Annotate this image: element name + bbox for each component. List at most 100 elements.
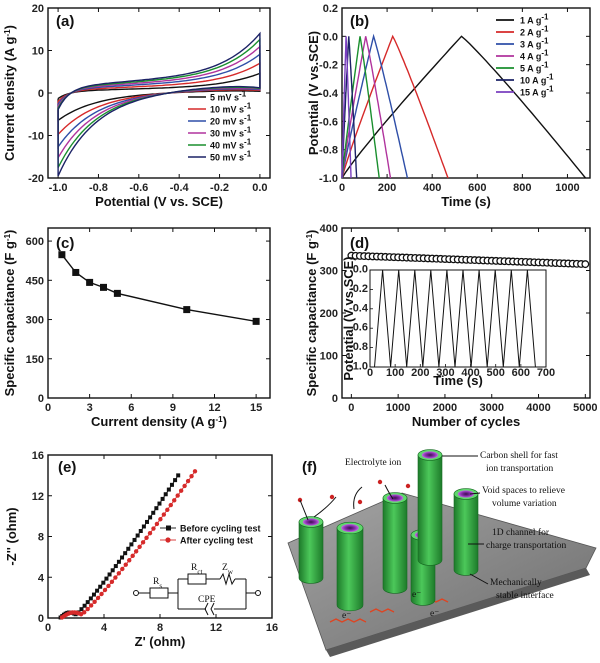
d-inset-frame [369, 269, 547, 368]
c-data-point [86, 278, 94, 286]
e-series-0-point [95, 588, 100, 593]
f-electrolyte-ion [357, 499, 363, 505]
e-series-0-point [129, 542, 134, 547]
c-xtick-label: 0 [45, 402, 51, 414]
c-xtick-label: 12 [208, 402, 220, 414]
b-xtick-label: 400 [423, 182, 441, 194]
e-series-1-point [185, 478, 191, 484]
b-plot-frame [341, 7, 591, 179]
e-legend-marker [165, 537, 171, 543]
c-xtick-label: 9 [170, 402, 176, 414]
d-xtick-label: 2000 [433, 402, 457, 414]
e-series-1-point [85, 606, 90, 612]
e-xtick-label: 16 [266, 622, 278, 634]
a-x-axis-label: Potential (V vs. SCE) [95, 194, 223, 209]
d-inset-ytick-label: -1.0 [349, 361, 368, 373]
e-series-0-point [132, 537, 137, 542]
b-legend-label: 3 A g-1 [520, 36, 549, 50]
b-ytick-label: 0.0 [323, 31, 338, 43]
f-nanotube-rod [417, 454, 443, 566]
e-xtick-label: 0 [45, 622, 51, 634]
e-series-1-point [144, 535, 149, 540]
e-series-1-point [189, 473, 194, 479]
f-electron-path [329, 608, 395, 623]
e-series-1-point [140, 540, 146, 545]
b-series-1-curve [341, 34, 449, 179]
e-series-0-point [110, 568, 115, 573]
f-electrolyte-ion [329, 494, 335, 500]
e-series-1-point [92, 599, 97, 604]
c-ytick-label: 150 [26, 354, 44, 366]
d-inset-ytick-label: -0.6 [349, 322, 368, 334]
a-legend-label: 50 mV s-1 [210, 149, 252, 163]
e-series-1-point [120, 566, 125, 572]
c-ytick-label: 450 [26, 275, 44, 287]
e-xtick-label: 8 [157, 622, 163, 634]
panel-f-schematic: (f) Electrolyte ion Carbon shell for fast i… [287, 449, 597, 657]
f-electrolyte-ion [377, 479, 383, 485]
f-nanotube-void [457, 490, 475, 498]
e-series-0-point [85, 600, 90, 605]
e-series-0-point [169, 482, 174, 487]
a-legend-label: 20 mV s-1 [210, 113, 252, 127]
c-ytick-label: 600 [26, 236, 44, 248]
c-data-point [113, 289, 121, 297]
e-series-0-point [141, 524, 146, 529]
e-series-1-line [61, 471, 196, 618]
e-series-0-point [101, 580, 106, 585]
f-ion-arrow [384, 484, 394, 500]
b-ytick-label: -0.6 [319, 116, 338, 128]
e-series-1-point [137, 544, 142, 550]
b-xtick-label: 200 [378, 182, 396, 194]
panel-d-letter: (d) [350, 235, 369, 252]
d-inset-xtick-label: 500 [487, 367, 505, 379]
b-series-6-curve [341, 36, 352, 179]
e-series-1-point [123, 562, 128, 567]
e-series-0-point [113, 564, 118, 569]
e-ytick-label: 8 [38, 532, 44, 544]
f-nanotube-void [386, 494, 404, 502]
c-data-point [72, 268, 80, 276]
c-data-point [183, 306, 191, 314]
e-legend-label: After cycling test [180, 536, 253, 546]
d-inset-xtick-label: 100 [386, 367, 404, 379]
e-series-1-point [109, 579, 115, 584]
d-inset-ytick-label: -0.4 [349, 302, 369, 314]
e-series-0-point [166, 487, 171, 492]
e-series-1-point [130, 553, 135, 559]
d-inset-xtick-label: 600 [512, 367, 530, 379]
f-ion-arrow [299, 499, 309, 521]
f-label-channel-2: charge transportation [486, 541, 567, 551]
e-series-0-point [173, 478, 178, 483]
b-ytick-label: 0.2 [323, 3, 338, 15]
e-series-1-point [172, 498, 177, 503]
c-data-point [252, 317, 260, 325]
e-x-axis-label: Z' (ohm) [135, 634, 186, 649]
d-inset-xtick-label: 700 [537, 367, 555, 379]
f-label-electron: e⁻ [430, 609, 439, 619]
e-series-0-point [82, 603, 87, 608]
b-series-5-curve [341, 36, 358, 179]
f-callout-line [469, 492, 481, 495]
b-series-2-curve [341, 33, 409, 179]
e-circuit-rs-label: Rs [153, 577, 162, 590]
e-series-0-point [91, 592, 96, 597]
e-xtick-label: 4 [101, 622, 108, 634]
e-series-1-point [165, 507, 170, 513]
panel-b-letter: (b) [350, 13, 369, 30]
c-xtick-label: 6 [128, 402, 134, 414]
e-series-0-point [88, 596, 93, 601]
c-data-point [58, 251, 66, 259]
e-series-0-point [79, 607, 84, 612]
e-series-0-point [98, 584, 103, 589]
a-series-5-curve [57, 31, 261, 177]
e-series-0-point [120, 555, 125, 560]
d-xtick-label: 1000 [386, 402, 410, 414]
d-inset-xtick-label: 200 [411, 367, 429, 379]
d-ytick-label: 0 [332, 393, 338, 405]
f-label-electrolyte: Electrolyte ion [345, 458, 401, 468]
f-label-channel-1: 1D channel for [492, 527, 550, 538]
e-series-0-point [154, 506, 159, 511]
